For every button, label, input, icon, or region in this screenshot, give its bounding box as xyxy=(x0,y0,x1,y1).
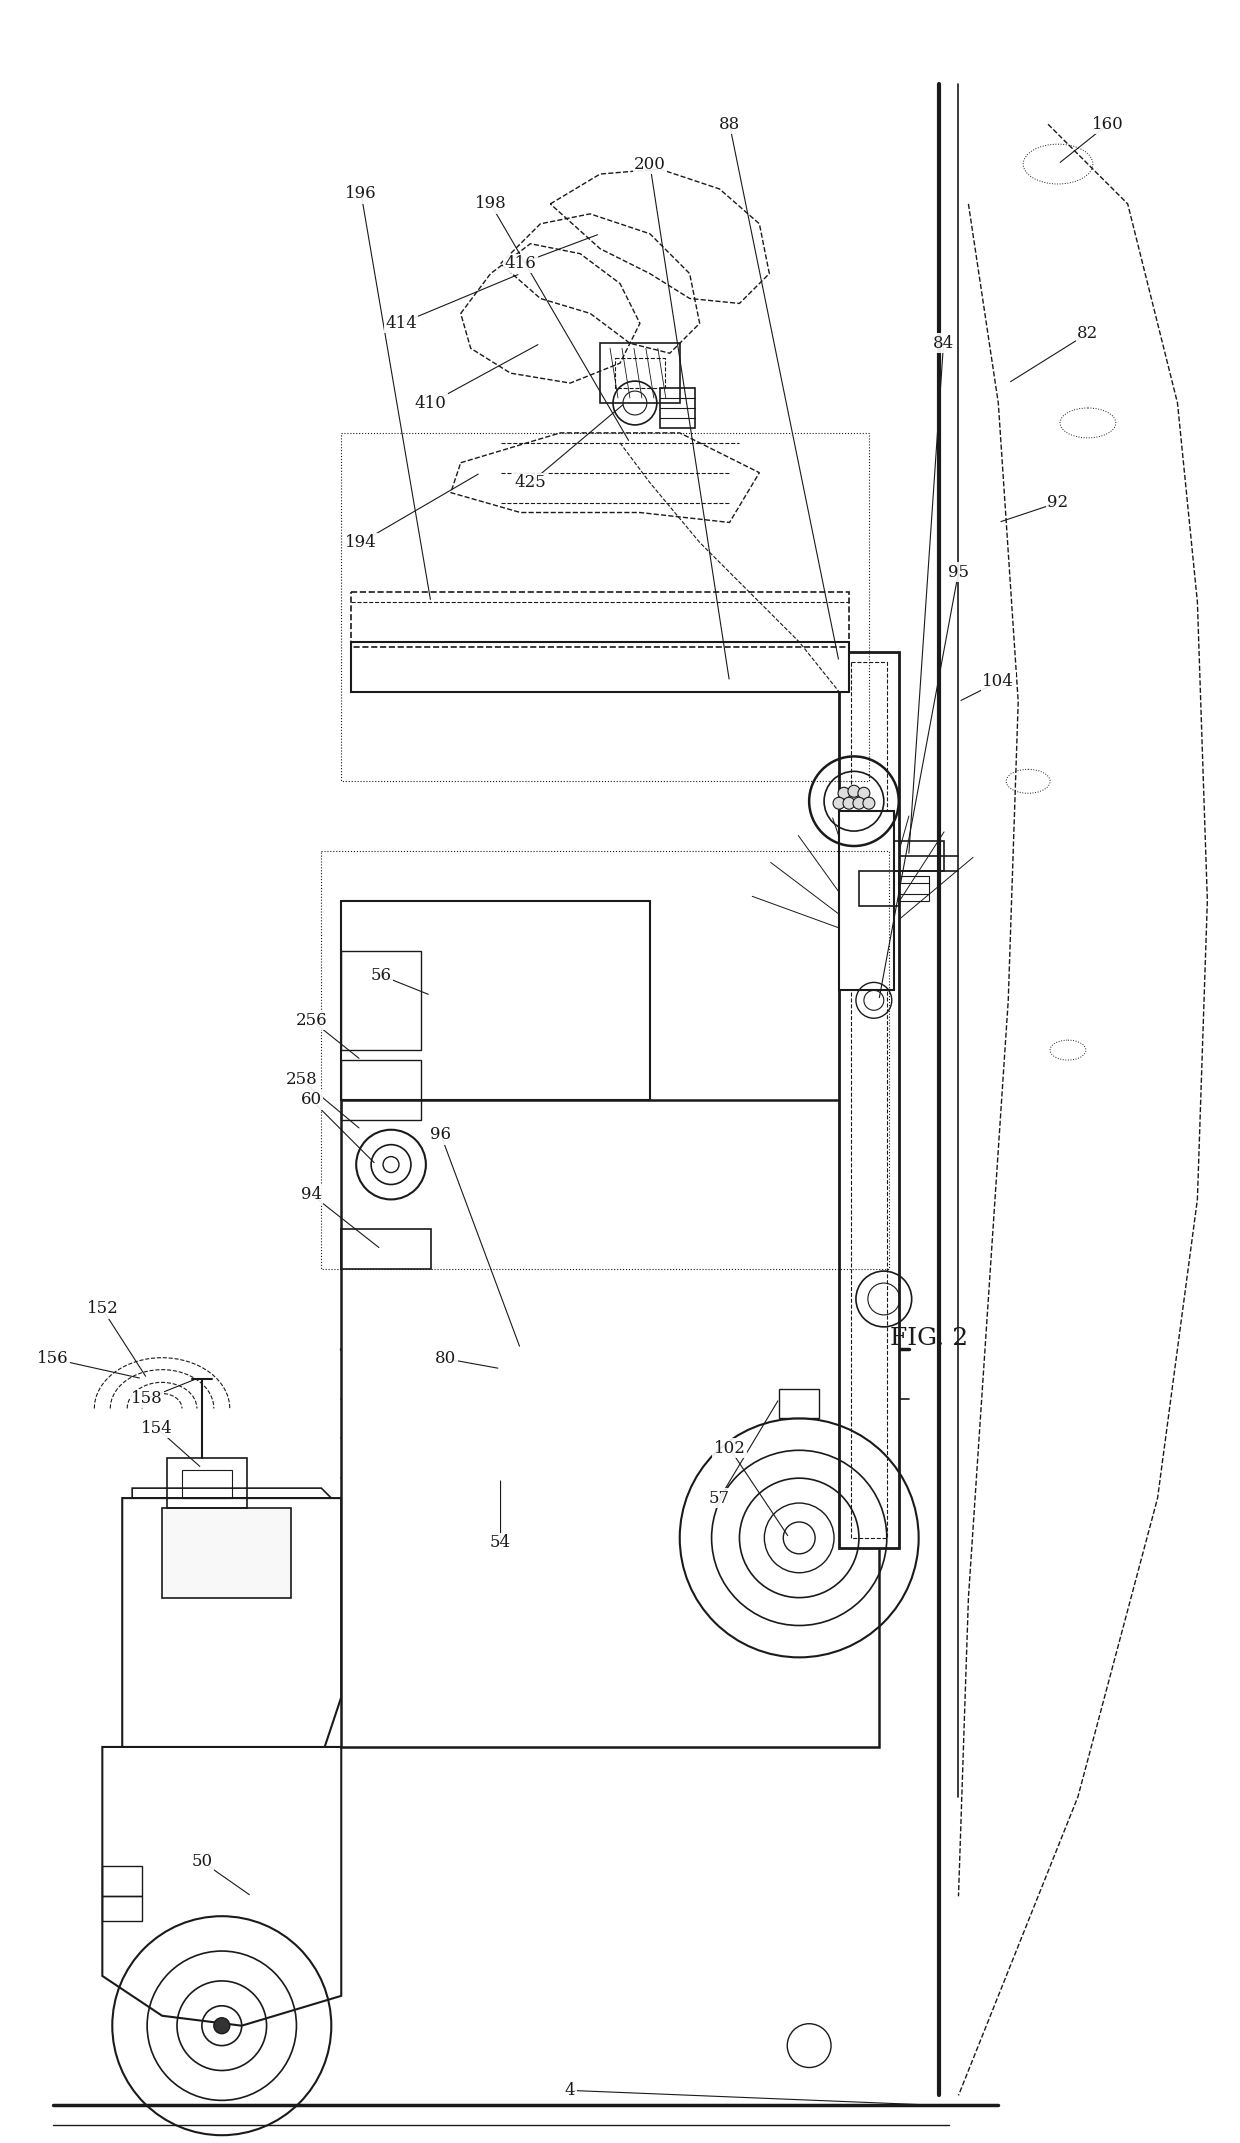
Text: 414: 414 xyxy=(386,315,417,332)
Text: FIG. 2: FIG. 2 xyxy=(889,1327,967,1350)
Bar xyxy=(167,1457,247,1509)
Bar xyxy=(351,643,849,692)
Text: 82: 82 xyxy=(1078,326,1099,343)
Text: 158: 158 xyxy=(131,1391,162,1408)
Bar xyxy=(899,876,929,900)
Bar xyxy=(351,591,849,647)
Bar xyxy=(341,1230,430,1269)
Text: 194: 194 xyxy=(345,534,377,551)
Bar xyxy=(600,343,680,403)
Text: 200: 200 xyxy=(634,156,666,174)
Text: 56: 56 xyxy=(371,966,392,984)
Bar xyxy=(103,1867,143,1897)
Text: 4: 4 xyxy=(565,2081,575,2098)
Bar xyxy=(341,433,869,782)
Bar xyxy=(341,951,420,1050)
Bar xyxy=(839,651,899,1547)
Text: 160: 160 xyxy=(1092,116,1123,133)
Text: 154: 154 xyxy=(141,1421,172,1438)
Text: 152: 152 xyxy=(87,1301,118,1318)
Bar xyxy=(779,1389,820,1419)
Text: 80: 80 xyxy=(435,1350,456,1367)
Bar xyxy=(851,662,887,1539)
Text: 54: 54 xyxy=(490,1534,511,1552)
Text: 416: 416 xyxy=(505,255,537,272)
Text: 92: 92 xyxy=(1048,495,1069,510)
Circle shape xyxy=(863,797,875,810)
Text: 57: 57 xyxy=(709,1489,730,1507)
Text: 102: 102 xyxy=(713,1440,745,1457)
Circle shape xyxy=(838,786,849,799)
Bar xyxy=(103,1897,143,1920)
Bar xyxy=(341,900,650,1099)
Text: 256: 256 xyxy=(295,1011,327,1029)
Polygon shape xyxy=(103,1747,341,2025)
Circle shape xyxy=(833,797,844,810)
Text: 60: 60 xyxy=(301,1091,322,1108)
Text: 84: 84 xyxy=(932,334,954,351)
Bar xyxy=(839,812,894,990)
Text: 258: 258 xyxy=(285,1072,317,1089)
Text: 95: 95 xyxy=(947,564,968,581)
Text: 96: 96 xyxy=(430,1127,451,1142)
Text: 410: 410 xyxy=(415,394,446,411)
Text: 425: 425 xyxy=(515,474,547,491)
Polygon shape xyxy=(123,1498,341,1777)
Bar xyxy=(341,1061,420,1121)
Bar xyxy=(321,851,889,1269)
Bar xyxy=(894,840,944,870)
Circle shape xyxy=(213,2019,229,2034)
Circle shape xyxy=(858,786,870,799)
Text: 50: 50 xyxy=(191,1854,212,1871)
Text: 88: 88 xyxy=(719,116,740,133)
Bar xyxy=(859,870,899,906)
Text: 94: 94 xyxy=(301,1185,322,1202)
Text: 156: 156 xyxy=(37,1350,68,1367)
Text: 104: 104 xyxy=(982,673,1014,690)
Circle shape xyxy=(853,797,864,810)
Circle shape xyxy=(843,797,854,810)
Bar xyxy=(615,358,665,388)
Text: 196: 196 xyxy=(346,186,377,201)
Bar xyxy=(182,1470,232,1498)
Text: 198: 198 xyxy=(475,195,506,212)
Circle shape xyxy=(848,784,859,797)
Bar xyxy=(660,388,694,429)
Bar xyxy=(341,1099,879,1747)
Bar xyxy=(162,1509,291,1599)
